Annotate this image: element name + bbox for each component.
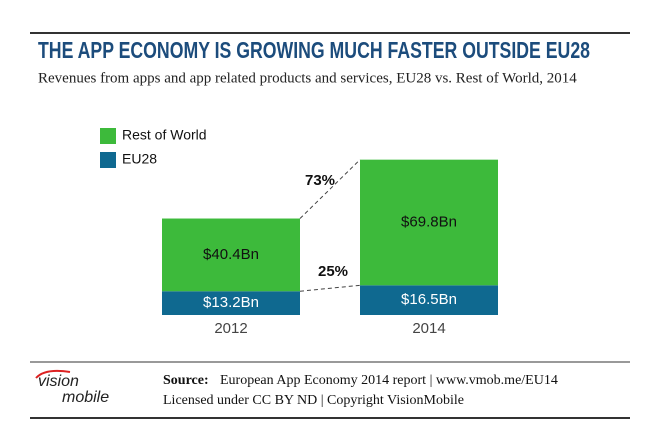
chart-title: THE APP ECONOMY IS GROWING MUCH FASTER O… bbox=[38, 37, 590, 63]
bar-segment bbox=[360, 285, 498, 315]
value-label: $40.4Bn bbox=[203, 246, 259, 263]
bar-segment bbox=[162, 218, 300, 292]
bar-segment bbox=[162, 291, 300, 315]
connector bbox=[299, 284, 361, 292]
logo: vision bbox=[38, 373, 79, 390]
connector bbox=[299, 159, 361, 219]
annotation: 25% bbox=[318, 263, 348, 280]
x-tick-label: 2014 bbox=[412, 320, 445, 337]
annotation: 73% bbox=[305, 172, 335, 189]
value-label: $69.8Bn bbox=[401, 213, 457, 230]
value-label: $13.2Bn bbox=[203, 294, 259, 311]
source-label: Source: bbox=[163, 373, 209, 388]
legend-swatch bbox=[100, 128, 116, 144]
source: European App Economy 2014 report | www.v… bbox=[220, 373, 558, 388]
value-label: $16.5Bn bbox=[401, 291, 457, 308]
legend-swatch bbox=[100, 152, 116, 168]
legend-label: Rest of World bbox=[122, 127, 207, 143]
subtitle: Revenues from apps and app related produ… bbox=[38, 70, 577, 86]
logo: mobile bbox=[62, 389, 109, 406]
x-tick-label: 2012 bbox=[214, 320, 247, 337]
logo-swoosh bbox=[35, 369, 71, 379]
bar-segment bbox=[360, 159, 498, 286]
license: Licensed under CC BY ND | Copyright Visi… bbox=[163, 393, 464, 408]
legend-label: EU28 bbox=[122, 151, 157, 167]
